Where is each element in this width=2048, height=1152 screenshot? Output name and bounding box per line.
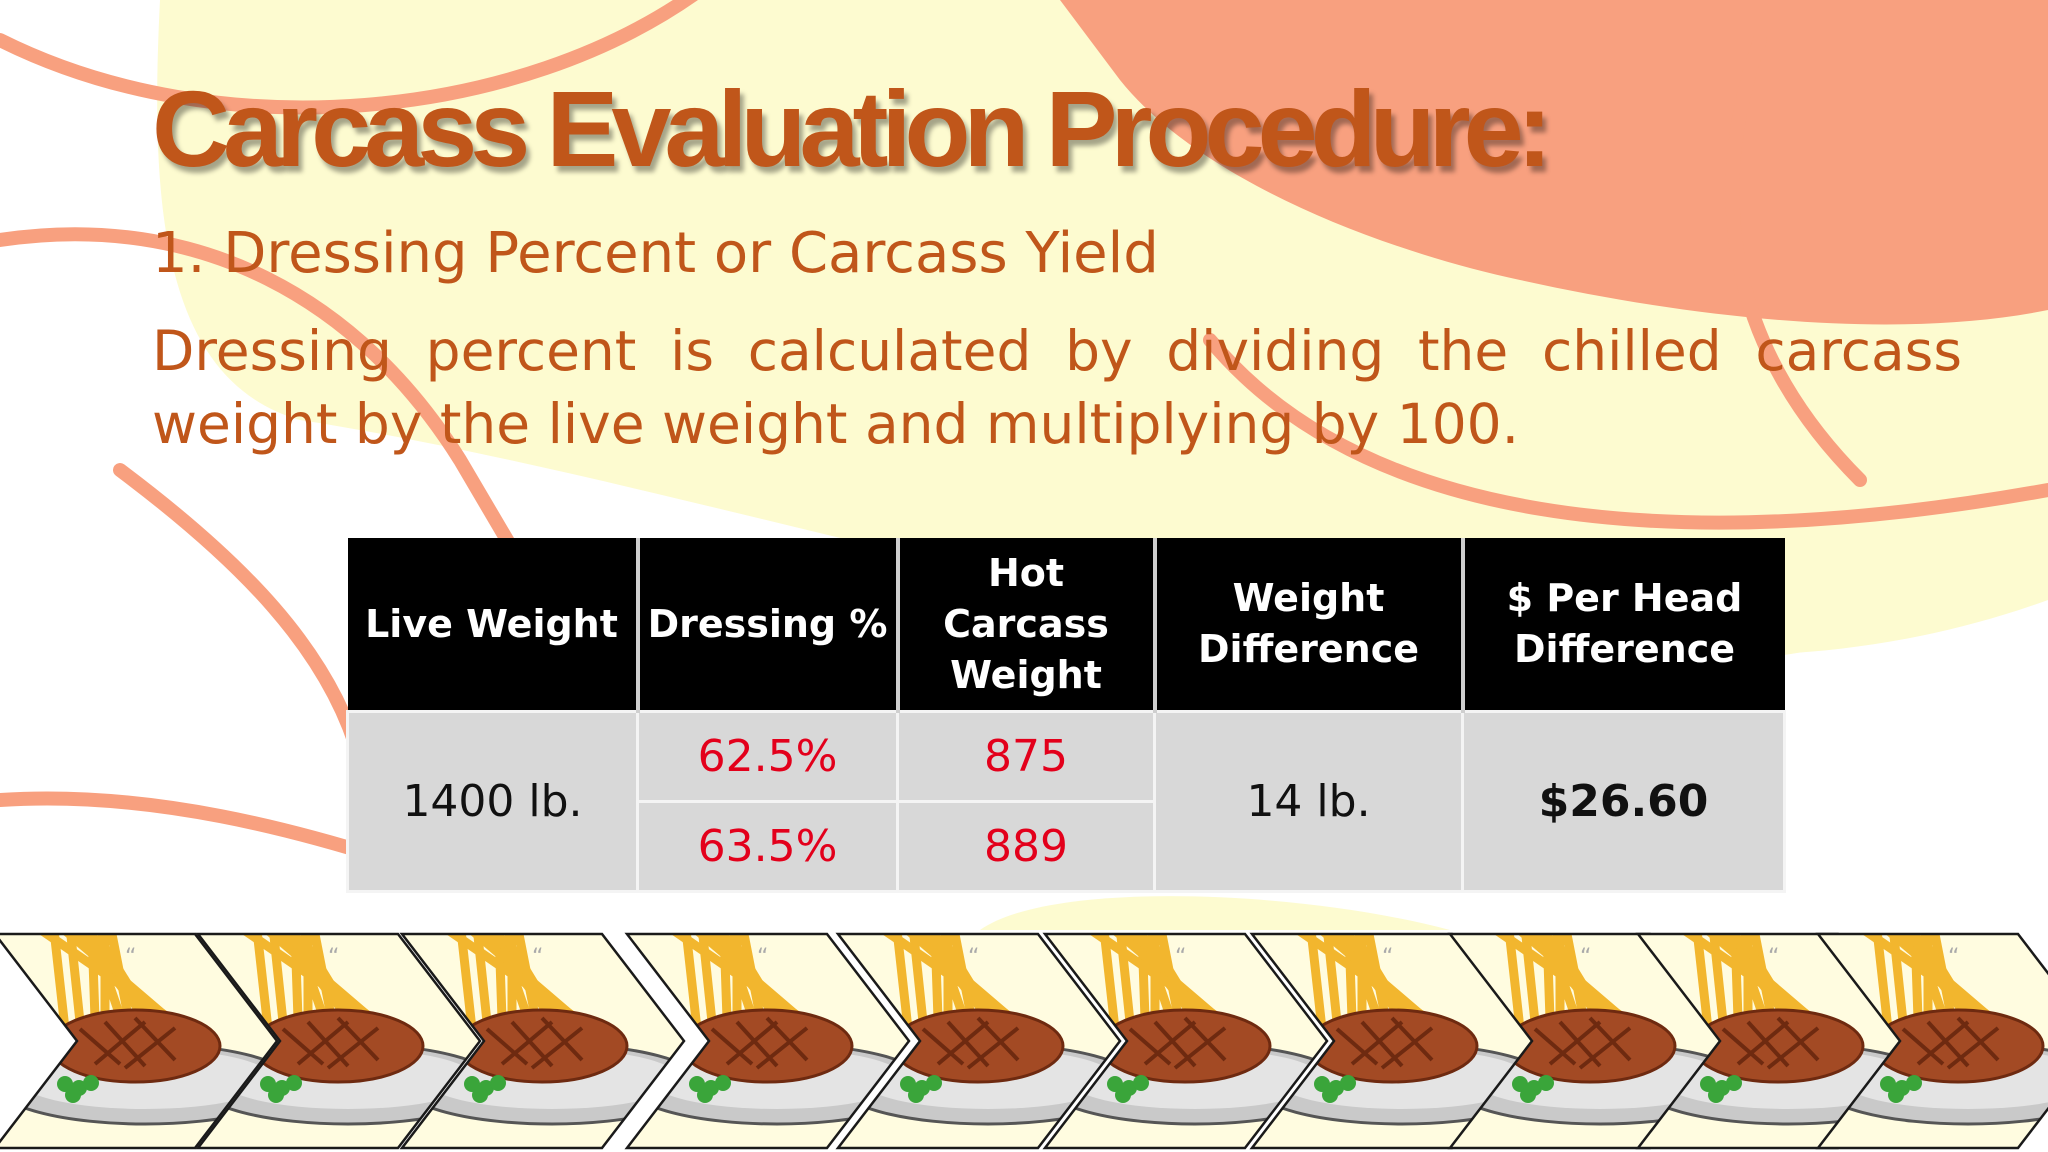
slide-subtitle: 1. Dressing Percent or Carcass Yield [152, 221, 1159, 286]
table-row: 1400 lb. 62.5% 875 14 lb. $26.60 [346, 710, 1786, 893]
header-weight-difference: Weight Difference [1152, 538, 1463, 712]
header-live-weight: Live Weight [347, 538, 638, 712]
description-paragraph: Dressing percent is calculated by dividi… [152, 319, 1962, 456]
svg-text:“: “ [1580, 945, 1591, 970]
steak-and-fries-chevron-icon: “ [835, 932, 1122, 1150]
table-row: 63.5% 889 [348, 800, 1785, 893]
svg-text:“: “ [1768, 945, 1779, 970]
steak-and-fries-chevron-icon: “ [1815, 932, 2048, 1150]
svg-text:“: “ [757, 945, 768, 970]
hot-carcass-weight-cell: 889 [896, 800, 1156, 893]
steak-and-fries-chevron-icon: “ [1042, 932, 1329, 1150]
steak-chevron-strip: “ “ “ “ “ “ “ “ “ “ [0, 932, 2048, 1150]
svg-text:“: “ [328, 945, 339, 970]
svg-text:“: “ [968, 945, 979, 970]
slide-title: Carcass Evaluation Procedure: [152, 68, 1553, 189]
live-weight-cell: 1400 lb. [346, 710, 639, 893]
svg-text:“: “ [532, 945, 543, 970]
header-dressing-percent: Dressing % [635, 538, 898, 712]
header-per-head-difference: $ Per Head Difference [1460, 538, 1785, 712]
svg-text:“: “ [1382, 945, 1393, 970]
steak-and-fries-chevron-icon: “ [1447, 932, 1734, 1150]
hot-carcass-weight-cell: 875 [896, 710, 1156, 803]
steak-and-fries-chevron-icon: “ [1635, 932, 1922, 1150]
per-head-difference-cell: $26.60 [1461, 710, 1786, 893]
svg-text:“: “ [1948, 945, 1959, 970]
svg-text:“: “ [1175, 945, 1186, 970]
table-header-row: Live Weight Dressing % Hot Carcass Weigh… [347, 538, 1785, 712]
steak-and-fries-chevron-icon: “ [1249, 932, 1536, 1150]
weight-difference-cell: 14 lb. [1153, 710, 1464, 893]
dressing-percent-table: Live Weight Dressing % Hot Carcass Weigh… [346, 538, 1786, 893]
dressing-percent-cell: 63.5% [636, 800, 899, 893]
steak-and-fries-chevron-icon: “ [0, 932, 279, 1150]
steak-and-fries-chevron-icon: “ [399, 932, 686, 1150]
steak-and-fries-chevron-icon: “ [195, 932, 482, 1150]
dressing-percent-cell: 62.5% [636, 710, 899, 803]
header-hot-carcass-weight: Hot Carcass Weight [895, 538, 1155, 712]
svg-text:“: “ [125, 945, 136, 970]
